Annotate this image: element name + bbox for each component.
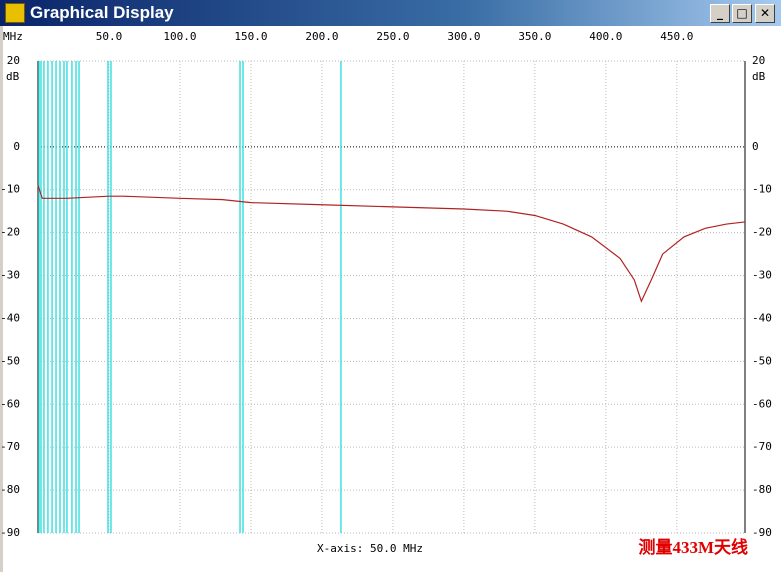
y-tick-label: -40 (0, 311, 20, 324)
y-tick-label: -80 (0, 483, 20, 496)
y-tick-label: -60 (0, 397, 20, 410)
app-icon (5, 3, 25, 23)
y-unit-label-right: dB (752, 70, 766, 83)
y-tick-label: -50 (0, 354, 20, 367)
x-tick-label: 100.0 (163, 30, 196, 43)
maximize-button[interactable]: □ (732, 4, 752, 23)
y-tick-label-right: 0 (752, 140, 759, 153)
minimize-button[interactable]: _ (710, 4, 730, 23)
x-tick-label: 250.0 (376, 30, 409, 43)
y-tick-label-right: 20 (752, 54, 765, 67)
x-tick-label: 50.0 (96, 30, 123, 43)
x-unit-label: MHz (3, 30, 23, 43)
y-tick-label: 20 (7, 54, 20, 67)
x-tick-label: 400.0 (589, 30, 622, 43)
title-bar: Graphical Display _ □ ✕ (0, 0, 781, 26)
y-unit-label: dB (6, 70, 20, 83)
chart: MHz dB dB X-axis: 50.0 MHz 测量433M天线 20 20… (0, 26, 772, 572)
y-tick-label-right: -60 (752, 397, 772, 410)
x-tick-label: 200.0 (305, 30, 338, 43)
y-tick-label: -10 (0, 183, 20, 196)
x-axis-label: X-axis: 50.0 MHz (317, 542, 423, 555)
x-tick-label: 300.0 (447, 30, 480, 43)
y-tick-label-right: -90 (752, 526, 772, 539)
y-tick-label-right: -80 (752, 483, 772, 496)
y-tick-label-right: -40 (752, 311, 772, 324)
y-tick-label-right: -10 (752, 183, 772, 196)
y-tick-label: -70 (0, 440, 20, 453)
y-tick-label-right: -20 (752, 226, 772, 239)
x-tick-label: 150.0 (234, 30, 267, 43)
y-tick-label: -90 (0, 526, 20, 539)
window-border (0, 26, 3, 572)
x-tick-label: 350.0 (518, 30, 551, 43)
y-tick-label-right: -50 (752, 354, 772, 367)
y-tick-label: -20 (0, 226, 20, 239)
y-tick-label: -30 (0, 269, 20, 282)
annotation: 测量433M天线 (638, 537, 748, 557)
window-title: Graphical Display (30, 3, 174, 22)
close-button[interactable]: ✕ (755, 4, 775, 23)
y-tick-label: 0 (13, 140, 20, 153)
y-tick-label-right: -30 (752, 269, 772, 282)
y-tick-label-right: -70 (752, 440, 772, 453)
data-line (37, 185, 746, 303)
x-tick-label: 450.0 (660, 30, 693, 43)
